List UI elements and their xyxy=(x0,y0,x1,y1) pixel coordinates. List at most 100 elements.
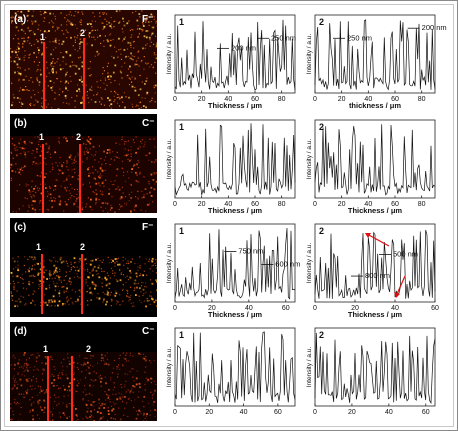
speckle xyxy=(15,18,18,20)
speckle xyxy=(15,56,17,58)
speckle xyxy=(53,394,56,396)
speckle xyxy=(102,194,104,196)
speckle xyxy=(86,23,89,26)
speckle xyxy=(38,288,40,290)
plot-d1: 0 20 40 60 1 Intensity / a.u. xyxy=(161,322,303,422)
speckle xyxy=(92,191,94,193)
speckle xyxy=(33,401,35,403)
speckle xyxy=(151,161,153,163)
speckle xyxy=(55,267,58,269)
speckle xyxy=(113,294,115,296)
speckle xyxy=(87,400,89,402)
speckle xyxy=(53,375,55,377)
speckle xyxy=(69,270,71,273)
speckle xyxy=(21,274,23,276)
speckle xyxy=(104,275,106,277)
speckle xyxy=(155,410,157,412)
speckle xyxy=(12,410,14,412)
speckle xyxy=(59,290,61,292)
speckle xyxy=(71,176,74,178)
speckle xyxy=(54,368,56,370)
speckle xyxy=(119,70,121,72)
speckle xyxy=(71,136,74,138)
speckle xyxy=(45,389,48,391)
speckle xyxy=(110,204,112,207)
speckle xyxy=(67,32,69,34)
speckle xyxy=(104,18,106,20)
speckle xyxy=(139,299,141,301)
speckle xyxy=(66,31,68,33)
speckle xyxy=(50,260,52,262)
speckle xyxy=(85,369,87,371)
speckle xyxy=(56,271,59,273)
speckle xyxy=(138,65,140,67)
speckle xyxy=(60,12,62,14)
speckle xyxy=(30,191,32,193)
speckle xyxy=(106,272,108,274)
speckle xyxy=(20,28,23,31)
speckle xyxy=(14,149,16,151)
speckle xyxy=(100,360,102,362)
speckle xyxy=(32,200,35,202)
x-tick-label: 0 xyxy=(173,201,177,208)
speckle xyxy=(58,140,60,142)
speckle xyxy=(11,143,13,145)
x-tick-label: 20 xyxy=(338,96,346,103)
speckle xyxy=(104,376,106,378)
scale-annotation: 200 nm xyxy=(422,23,447,32)
speckle xyxy=(135,196,137,198)
speckle xyxy=(79,379,82,381)
speckle xyxy=(54,30,56,32)
speckle xyxy=(23,37,25,39)
speckle xyxy=(130,212,132,213)
speckle xyxy=(104,77,106,79)
speckle xyxy=(121,386,123,388)
speckle xyxy=(143,35,146,38)
speckle xyxy=(148,203,151,205)
speckle xyxy=(103,25,106,28)
speckle xyxy=(110,107,113,109)
speckle xyxy=(149,414,151,416)
speckle xyxy=(127,140,129,142)
speckle xyxy=(77,368,79,370)
speckle xyxy=(34,208,37,211)
speckle xyxy=(106,394,108,396)
speckle xyxy=(40,39,42,41)
speckle xyxy=(105,303,107,306)
speckle xyxy=(52,26,54,28)
speckle xyxy=(149,410,151,412)
speckle xyxy=(92,172,94,174)
speckle xyxy=(151,397,154,399)
x-tick-label: 80 xyxy=(278,201,286,208)
speckle xyxy=(125,204,127,206)
speckle xyxy=(13,384,15,386)
speckle xyxy=(64,82,66,84)
speckle xyxy=(120,48,122,50)
speckle xyxy=(87,140,90,143)
speckle xyxy=(130,155,132,158)
speckle xyxy=(37,28,39,30)
speckle xyxy=(152,264,154,266)
speckle xyxy=(66,37,68,39)
speckle xyxy=(94,379,97,382)
speckle xyxy=(74,24,76,26)
speckle xyxy=(17,46,19,48)
speckle xyxy=(150,377,152,380)
speckle xyxy=(83,385,86,387)
speckle xyxy=(104,12,106,14)
speckle xyxy=(111,27,113,29)
speckle xyxy=(108,75,110,77)
speckle xyxy=(28,68,30,70)
speckle xyxy=(85,29,87,31)
speckle xyxy=(151,260,154,263)
speckle xyxy=(39,268,42,271)
speckle xyxy=(138,352,140,355)
speckle xyxy=(137,36,139,38)
speckle xyxy=(142,22,144,24)
speckle xyxy=(31,207,34,210)
speckle xyxy=(133,406,135,409)
speckle xyxy=(66,161,68,163)
speckle xyxy=(78,88,80,91)
speckle xyxy=(58,396,60,398)
